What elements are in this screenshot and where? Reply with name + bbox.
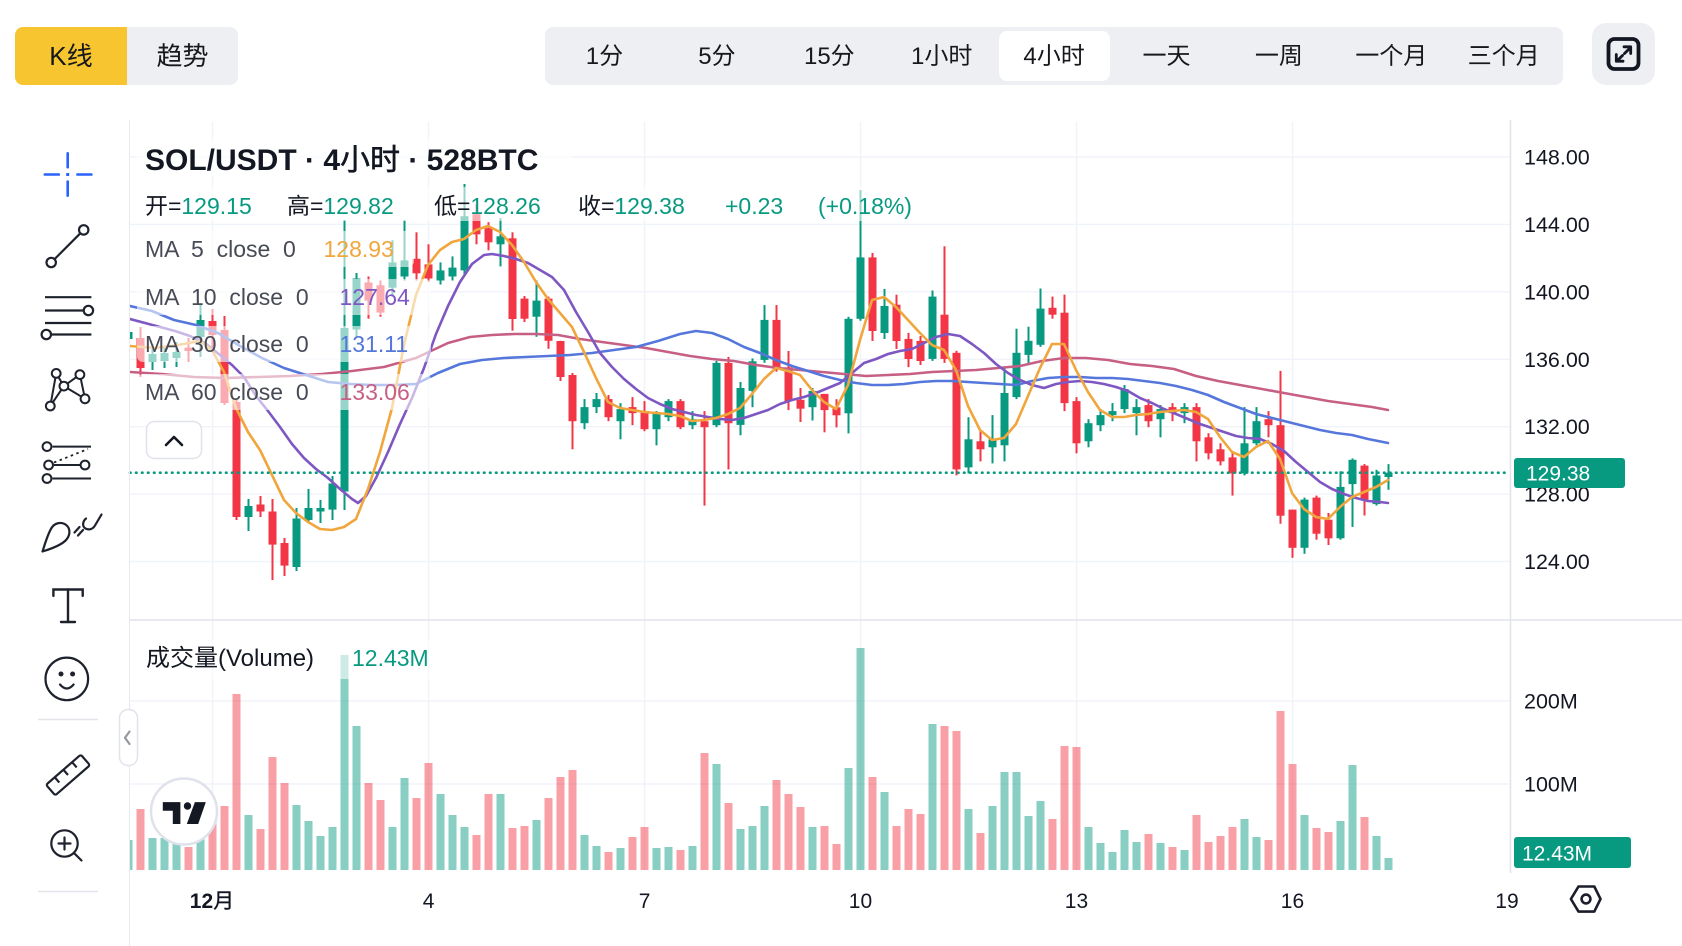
svg-text:· 528BTC: · 528BTC [400, 144, 538, 177]
svg-text:=: = [601, 193, 614, 219]
svg-text:124.00: 124.00 [1524, 550, 1590, 574]
svg-text:12: 12 [190, 890, 213, 913]
svg-text:SOL/USDT · 4: SOL/USDT · 4 [145, 144, 340, 177]
svg-text:16: 16 [1281, 890, 1304, 913]
svg-text:12.43M: 12.43M [352, 645, 429, 671]
svg-text:129.38: 129.38 [614, 193, 684, 219]
svg-text:131.11: 131.11 [340, 331, 409, 357]
svg-text:MA 60 close 0: MA 60 close 0 [145, 379, 309, 405]
svg-text:4: 4 [423, 890, 435, 913]
svg-text:K: K [49, 41, 67, 71]
svg-text:133.06: 133.06 [340, 379, 410, 405]
svg-text:MA 10 close 0: MA 10 close 0 [145, 284, 309, 310]
svg-text:10: 10 [849, 890, 872, 913]
svg-text:136.00: 136.00 [1524, 348, 1590, 372]
svg-text:200M: 200M [1524, 690, 1578, 714]
svg-text:MA 5 close 0: MA 5 close 0 [145, 236, 296, 262]
svg-text:5: 5 [698, 43, 711, 70]
svg-text:1: 1 [911, 43, 924, 70]
svg-text:7: 7 [639, 890, 651, 913]
svg-text:(+0.18%): (+0.18%) [818, 193, 912, 219]
svg-text:129.38: 129.38 [1526, 463, 1590, 486]
svg-text:=: = [168, 193, 181, 219]
svg-text:15: 15 [804, 43, 831, 70]
svg-text:19: 19 [1495, 890, 1518, 913]
svg-text:100M: 100M [1524, 773, 1578, 797]
svg-text:132.00: 132.00 [1524, 415, 1590, 439]
svg-text:4: 4 [1023, 43, 1036, 70]
svg-text:148.00: 148.00 [1524, 146, 1590, 170]
svg-text:13: 13 [1065, 890, 1088, 913]
svg-text:129.82: 129.82 [323, 193, 393, 219]
svg-text:127.64: 127.64 [340, 284, 411, 310]
svg-text:=: = [310, 193, 323, 219]
svg-text:1: 1 [586, 43, 599, 70]
svg-text:144.00: 144.00 [1524, 213, 1590, 237]
svg-text:MA 30 close 0: MA 30 close 0 [145, 331, 309, 357]
svg-text:12.43M: 12.43M [1522, 843, 1592, 866]
svg-text:+0.23: +0.23 [725, 193, 783, 219]
svg-text:(Volume): (Volume) [218, 645, 314, 672]
svg-text:140.00: 140.00 [1524, 280, 1590, 304]
svg-text:128.26: 128.26 [470, 193, 540, 219]
svg-text:=: = [457, 193, 470, 219]
svg-text:129.15: 129.15 [181, 193, 251, 219]
svg-text:128.93: 128.93 [324, 236, 394, 262]
